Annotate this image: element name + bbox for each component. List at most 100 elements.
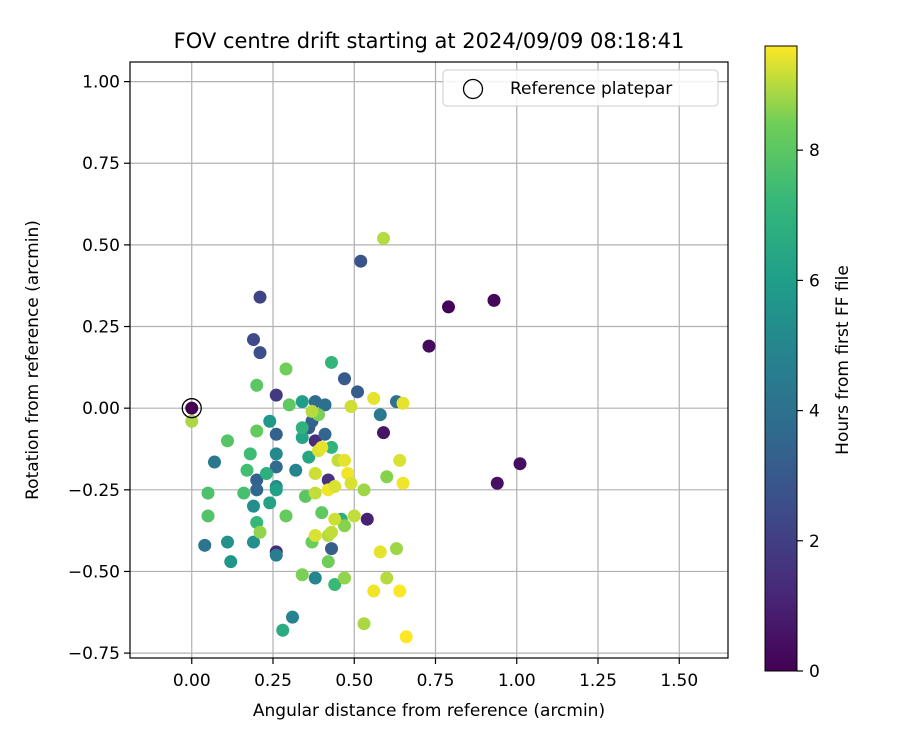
- data-point: [338, 453, 351, 467]
- data-point: [308, 466, 322, 480]
- data-point: [325, 542, 338, 556]
- y-tick-label: −0.50: [68, 562, 120, 582]
- data-point: [208, 455, 221, 469]
- data-point: [250, 515, 264, 529]
- colorbar-gradient: [764, 45, 798, 672]
- data-point: [396, 476, 410, 490]
- data-point: [315, 440, 329, 454]
- data-point: [286, 610, 299, 624]
- data-point: [289, 463, 303, 477]
- data-point: [380, 571, 394, 585]
- data-point: [315, 506, 329, 520]
- data-point: [338, 519, 351, 533]
- data-point: [328, 512, 342, 526]
- x-axis-ticks: 0.00 0.25 0.50 0.75 1.00 1.25 1.50: [173, 658, 698, 691]
- reference-platepar-marker: [181, 398, 202, 419]
- data-point: [321, 555, 335, 569]
- y-tick-label: 0.75: [82, 154, 120, 174]
- plot-frame: [129, 61, 729, 659]
- data-point: [513, 457, 527, 471]
- data-point: [224, 555, 238, 569]
- data-point: [305, 404, 319, 418]
- data-point: [367, 391, 381, 405]
- data-point: [344, 476, 358, 490]
- data-point: [351, 385, 364, 399]
- data-point: [302, 450, 316, 464]
- grid-lines: [130, 62, 728, 658]
- data-point: [325, 355, 338, 369]
- data-points: [181, 231, 527, 644]
- data-point: [253, 346, 267, 360]
- data-point: [250, 473, 264, 487]
- x-tick-label: 0.00: [173, 671, 211, 691]
- data-point: [318, 427, 332, 441]
- data-point: [253, 290, 267, 304]
- x-tick-label: 1.25: [579, 671, 617, 691]
- y-tick-label: 1.00: [82, 73, 120, 93]
- data-point: [325, 525, 338, 539]
- data-point: [250, 483, 264, 497]
- data-point: [399, 630, 413, 644]
- legend-open-circle-marker: [462, 78, 484, 100]
- data-point: [325, 440, 338, 454]
- data-point: [373, 545, 387, 559]
- data-point: [221, 535, 234, 549]
- data-point: [347, 509, 361, 523]
- data-point: [237, 486, 251, 500]
- data-point: [338, 372, 351, 386]
- data-point: [357, 483, 371, 497]
- x-tick-label: 1.50: [660, 671, 698, 691]
- data-point: [299, 489, 312, 503]
- data-point: [295, 421, 309, 435]
- data-point: [380, 470, 394, 484]
- data-point: [243, 447, 257, 461]
- data-point: [269, 427, 283, 441]
- colorbar-tick-label: 8: [809, 141, 820, 161]
- data-point: [373, 408, 387, 422]
- colorbar: 0 2 4 6 8 Hours from first FF file: [764, 45, 853, 682]
- data-point: [247, 333, 260, 347]
- data-point: [260, 466, 273, 480]
- data-point: [201, 486, 215, 500]
- data-point: [393, 584, 407, 598]
- colorbar-ticks: 0 2 4 6 8: [797, 141, 820, 682]
- data-point: [354, 254, 368, 268]
- data-point: [308, 486, 322, 500]
- data-point: [269, 388, 283, 402]
- y-tick-label: −0.25: [68, 481, 120, 501]
- legend: Reference platepar: [442, 69, 719, 107]
- data-point: [338, 571, 351, 585]
- y-axis-label: Rotation from reference (arcmin): [23, 220, 43, 500]
- data-point: [396, 396, 410, 410]
- data-point: [341, 466, 355, 480]
- data-point: [185, 401, 199, 415]
- data-point: [308, 395, 322, 409]
- data-point: [422, 339, 436, 353]
- data-point: [276, 623, 290, 637]
- y-tick-label: 0.25: [82, 318, 120, 338]
- data-point: [318, 398, 332, 412]
- data-point: [393, 453, 407, 467]
- data-point: [360, 512, 374, 526]
- data-point: [247, 535, 260, 549]
- data-point: [247, 499, 260, 513]
- data-point: [308, 571, 322, 585]
- data-point: [269, 483, 283, 497]
- data-point: [279, 509, 293, 523]
- data-point: [240, 463, 254, 477]
- legend-label: Reference platepar: [510, 79, 672, 99]
- x-tick-label: 0.75: [417, 671, 455, 691]
- data-point: [328, 480, 342, 494]
- colorbar-tick-label: 6: [809, 271, 820, 291]
- chart-title: FOV centre drift starting at 2024/09/09 …: [174, 29, 685, 53]
- data-point: [295, 431, 309, 445]
- y-tick-label: 0.00: [82, 399, 120, 419]
- data-point: [490, 476, 504, 490]
- x-tick-label: 1.00: [498, 671, 536, 691]
- colorbar-tick-label: 0: [809, 662, 820, 682]
- data-point: [250, 378, 264, 392]
- data-point: [221, 434, 234, 448]
- data-point: [269, 548, 283, 562]
- y-tick-label: 0.50: [82, 236, 120, 256]
